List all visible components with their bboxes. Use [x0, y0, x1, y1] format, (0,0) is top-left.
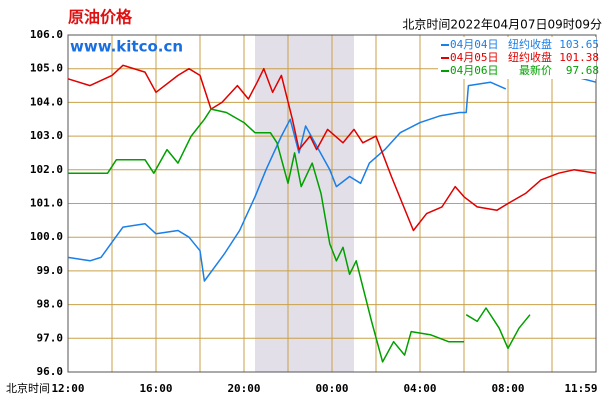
x-tick-label: 00:00	[315, 382, 348, 395]
x-axis-label: 北京时间	[6, 381, 50, 395]
subtitle: www.kitco.cn	[70, 38, 183, 56]
series-line	[67, 64, 597, 232]
y-tick-label: 96.0	[37, 365, 64, 378]
y-tick-label: 98.0	[37, 298, 64, 311]
legend-name: 04月05日	[450, 51, 499, 64]
y-tick-label: 100.0	[30, 230, 63, 243]
legend-value: 97.68	[566, 64, 599, 77]
x-tick-label: 04:00	[403, 382, 436, 395]
x-tick-label: 16:00	[139, 382, 172, 395]
legend-note: 纽约收盘	[508, 37, 552, 51]
x-tick-label: 12:00	[51, 382, 84, 395]
legend-note: 纽约收盘	[508, 50, 552, 64]
y-tick-label: 103.0	[30, 129, 63, 142]
plot-border	[67, 34, 597, 373]
y-tick-label: 106.0	[30, 28, 63, 41]
x-tick-label: 11:59	[564, 382, 597, 395]
y-tick-label: 105.0	[30, 62, 63, 75]
y-tick-label: 102.0	[30, 163, 63, 176]
x-tick-label: 08:00	[491, 382, 524, 395]
timestamp: 北京时间2022年04月07日09时09分	[402, 18, 602, 32]
legend-name: 04月04日	[450, 38, 499, 51]
legend-name: 04月06日	[450, 64, 499, 77]
chart-title: 原油价格	[68, 8, 133, 27]
y-tick-label: 99.0	[37, 264, 64, 277]
legend-note: 最新价	[519, 63, 552, 77]
legend-value: 101.38	[559, 51, 599, 64]
y-tick-label: 101.0	[30, 197, 63, 210]
plot-area	[67, 34, 597, 373]
y-tick-label: 97.0	[37, 331, 64, 344]
series-line	[68, 108, 531, 363]
x-tick-label: 20:00	[227, 382, 260, 395]
legend-value: 103.65	[559, 38, 599, 51]
y-tick-label: 104.0	[30, 95, 63, 108]
legend-box	[438, 37, 596, 79]
